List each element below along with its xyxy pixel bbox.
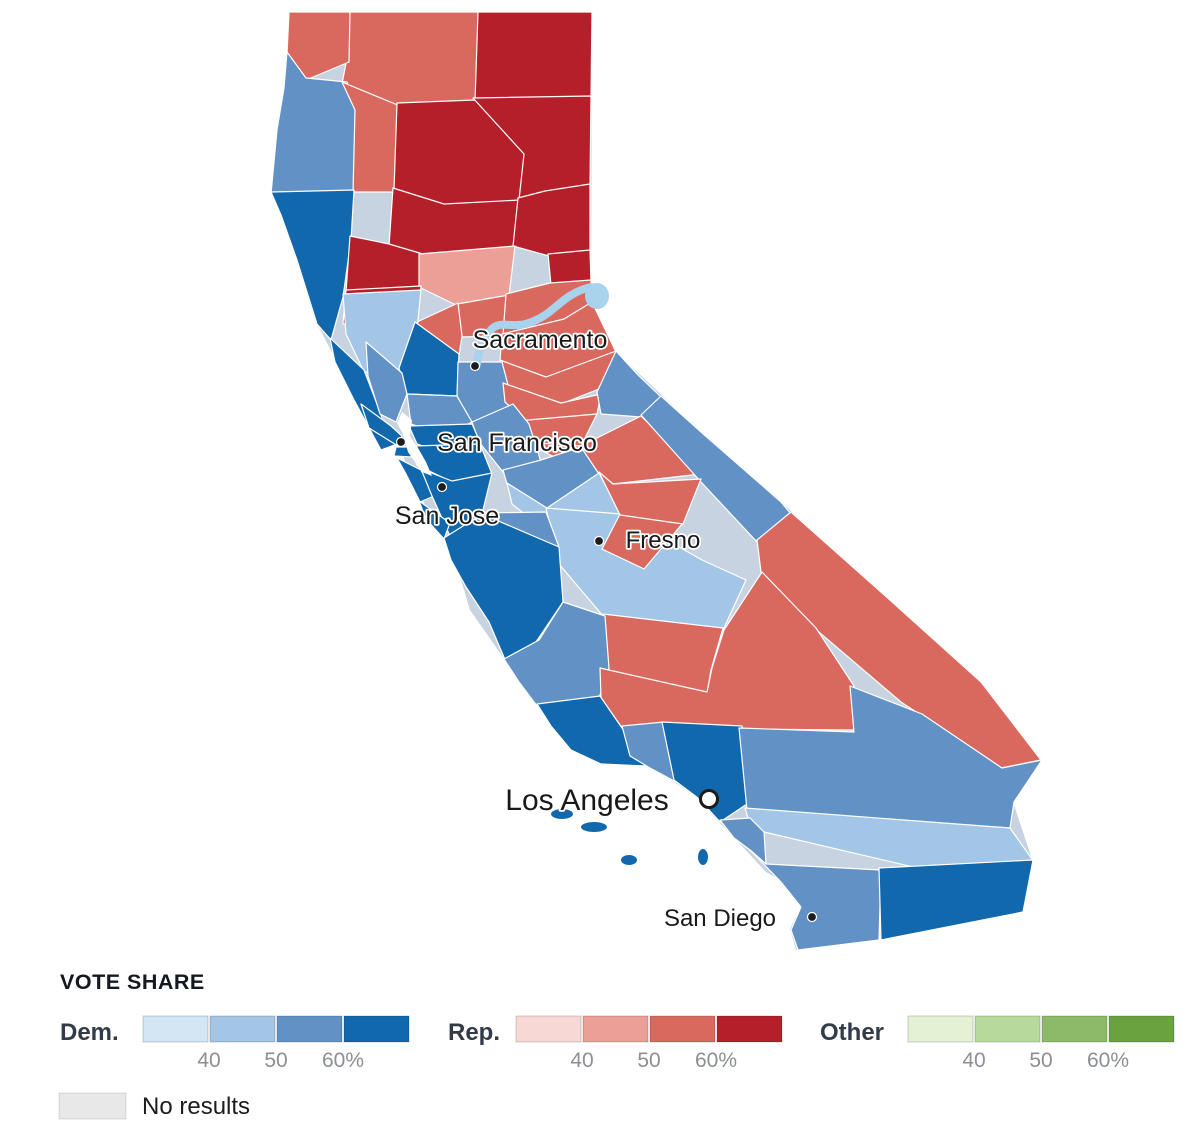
legend-tick: 40 xyxy=(962,1049,985,1072)
city-label-sacramento: Sacramento xyxy=(473,326,608,354)
legend-tick: 60% xyxy=(695,1049,737,1072)
county-san-diego[interactable] xyxy=(749,849,882,951)
legend-swatch-other-3 xyxy=(1108,1015,1175,1043)
city-labels-layer: Sacramento San Francisco San Jose Fresno Los… xyxy=(393,324,818,934)
legend-group-other: Other 40 50 60% xyxy=(820,1015,1175,1072)
legend-tick: 50 xyxy=(1029,1049,1052,1072)
county-san-mateo[interactable] xyxy=(396,457,435,503)
island xyxy=(698,849,708,865)
city-marker-san-jose xyxy=(436,481,448,493)
legend-swatch-rep-0 xyxy=(515,1015,582,1043)
legend-tick: 50 xyxy=(637,1049,660,1072)
city-label-los-angeles: Los Angeles xyxy=(505,784,668,817)
legend-tick: 50 xyxy=(264,1049,287,1072)
city-marker-san-diego xyxy=(806,911,818,923)
island xyxy=(551,809,573,819)
lake xyxy=(585,283,609,309)
city-label-san-diego: San Diego xyxy=(664,905,776,932)
legend-tick: 60% xyxy=(1087,1049,1129,1072)
legend-tick: 40 xyxy=(570,1049,593,1072)
county-choropleth-layer xyxy=(270,11,1043,951)
legend-swatch-dem-2 xyxy=(276,1015,343,1043)
legend-tick: 60% xyxy=(322,1049,364,1072)
county-santa-barbara[interactable] xyxy=(536,695,647,767)
island xyxy=(581,822,607,832)
city-marker-los-angeles xyxy=(699,789,719,809)
legend-swatch-rep-2 xyxy=(649,1015,716,1043)
city-marker-san-francisco xyxy=(395,436,407,448)
legend-group-dem-: Dem. 40 50 60% xyxy=(60,1015,410,1072)
county-sierra[interactable] xyxy=(547,249,592,286)
legend-swatch-other-2 xyxy=(1041,1015,1108,1043)
county-napa[interactable] xyxy=(365,341,408,423)
legend-swatch-other-0 xyxy=(907,1015,974,1043)
island xyxy=(621,855,637,865)
legend-group-label: Dem. xyxy=(60,1019,119,1046)
river xyxy=(473,283,595,368)
county-del-norte[interactable] xyxy=(286,11,351,81)
legend-layer: VOTE SHARE No results Dem. 40 50 60% Rep. 40 5… xyxy=(58,970,1175,1120)
legend-swatch-other-1 xyxy=(974,1015,1041,1043)
legend-swatch-rep-3 xyxy=(716,1015,783,1043)
county-trinity[interactable] xyxy=(341,81,401,193)
county-mariposa[interactable] xyxy=(598,471,702,525)
legend-swatch-rep-1 xyxy=(582,1015,649,1043)
legend-swatch-dem-3 xyxy=(343,1015,410,1043)
city-marker-sacramento xyxy=(469,360,481,372)
county-los-angeles[interactable] xyxy=(661,721,748,823)
legend-group-label: Rep. xyxy=(448,1019,500,1046)
county-ventura[interactable] xyxy=(621,721,677,783)
legend-title: VOTE SHARE xyxy=(60,970,205,994)
city-label-fresno: Fresno xyxy=(626,527,701,554)
city-label-san-francisco: San Francisco xyxy=(437,429,597,457)
city-label-san-jose: San Jose xyxy=(395,502,499,530)
water-features-layer xyxy=(397,283,708,865)
county-mono[interactable] xyxy=(640,395,792,543)
legend-group-rep-: Rep. 40 50 60% xyxy=(448,1015,783,1072)
city-marker-fresno xyxy=(593,535,605,547)
legend-swatch-dem-1 xyxy=(209,1015,276,1043)
county-imperial[interactable] xyxy=(878,859,1034,941)
no-results-label: No results xyxy=(142,1093,250,1120)
county-modoc[interactable] xyxy=(471,11,593,101)
no-results-swatch xyxy=(58,1092,127,1120)
bay xyxy=(397,412,432,476)
legend-tick: 40 xyxy=(197,1049,220,1072)
legend-group-label: Other xyxy=(820,1019,884,1046)
legend-swatch-dem-0 xyxy=(142,1015,209,1043)
